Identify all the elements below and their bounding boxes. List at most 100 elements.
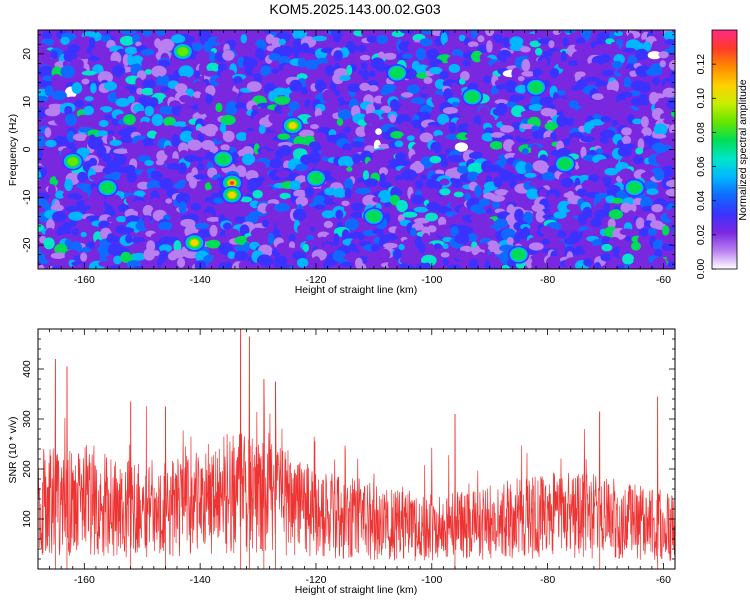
- heatmap-blob: [289, 180, 302, 191]
- y-tick-label: 10: [21, 96, 33, 108]
- heatmap-blob: [178, 65, 194, 78]
- heatmap-blob: [444, 41, 461, 48]
- heatmap-blob: [141, 58, 153, 69]
- heatmap-blob: [246, 235, 258, 244]
- heatmap-blob: [387, 261, 395, 269]
- heatmap-blob: [179, 106, 195, 119]
- heatmap-blob: [476, 251, 486, 264]
- heatmap-blob: [282, 64, 291, 76]
- heatmap-blob: [205, 239, 222, 249]
- heatmap-blob: [115, 87, 131, 101]
- heatmap-blob: [260, 133, 273, 141]
- heatmap-blob: [420, 88, 435, 95]
- heatmap-blob: [131, 237, 145, 244]
- heatmap-blob: [439, 70, 450, 80]
- x-tick-label: -160: [74, 274, 95, 286]
- heatmap-blob: [670, 224, 675, 231]
- heatmap-blob: [643, 244, 650, 257]
- heatmap-blob: [327, 99, 340, 107]
- heatmap-blob: [190, 202, 202, 211]
- heatmap-blob: [519, 133, 536, 140]
- heatmap-blob: [506, 237, 514, 246]
- heatmap-blob: [288, 265, 295, 269]
- heatmap-blob: [206, 62, 220, 73]
- heatmap-blob: [610, 44, 620, 50]
- heatmap-blob: [633, 155, 644, 165]
- heatmap-blob: [140, 170, 149, 183]
- heatmap-blob: [658, 51, 669, 59]
- heatmap-blob: [530, 144, 540, 157]
- heatmap-blob: [521, 148, 529, 155]
- heatmap-blob: [666, 132, 675, 146]
- heatmap-blob: [423, 262, 431, 269]
- heatmap-blob: [672, 142, 675, 151]
- heatmap-hotspot: [627, 181, 642, 194]
- heatmap-blob: [440, 32, 448, 46]
- heatmap-blob: [288, 241, 296, 250]
- heatmap-blob: [332, 250, 346, 262]
- heatmap-blob: [77, 114, 91, 125]
- heatmap-blob: [631, 131, 644, 140]
- heatmap-blob: [43, 237, 55, 250]
- heatmap-blob: [266, 140, 281, 150]
- heatmap-blob: [222, 204, 237, 212]
- heatmap-blob: [333, 50, 343, 62]
- heatmap-blob: [335, 209, 344, 220]
- heatmap-blob: [572, 91, 585, 102]
- spectrogram-xlabel: Height of straight line (km): [295, 284, 418, 296]
- heatmap-blob: [671, 110, 675, 118]
- heatmap-blob: [622, 47, 636, 53]
- heatmap-blob: [253, 30, 265, 35]
- heatmap-blob: [661, 67, 669, 76]
- heatmap-blob: [585, 197, 594, 204]
- heatmap-blob: [504, 80, 517, 93]
- heatmap-blob: [193, 91, 202, 99]
- heatmap-blob: [284, 247, 296, 253]
- heatmap-blob: [365, 136, 373, 148]
- heatmap-blob: [109, 139, 122, 146]
- heatmap-blob: [346, 30, 356, 43]
- heatmap-blob: [97, 94, 110, 101]
- heatmap-blob: [60, 36, 70, 46]
- heatmap-blob: [105, 194, 122, 206]
- heatmap-blob: [269, 125, 284, 131]
- heatmap-blob: [478, 198, 491, 207]
- heatmap-blob: [425, 212, 438, 222]
- heatmap-blob: [407, 84, 420, 95]
- heatmap-blob: [161, 206, 174, 213]
- heatmap-blob: [179, 95, 192, 103]
- heatmap-blob: [467, 41, 479, 48]
- heatmap-blob: [154, 172, 163, 182]
- heatmap-blob: [534, 30, 550, 39]
- colorbar-tick-label: 0.00: [695, 259, 707, 280]
- heatmap-blob: [118, 177, 126, 189]
- heatmap-blob: [94, 109, 105, 119]
- heatmap-blob: [500, 125, 515, 133]
- heatmap-blob: [635, 217, 645, 230]
- heatmap-blob: [64, 178, 73, 192]
- heatmap-blob: [252, 189, 263, 199]
- heatmap-blob: [521, 59, 531, 72]
- heatmap-blob: [220, 114, 236, 126]
- heatmap-blob: [418, 242, 426, 254]
- heatmap-blob: [608, 109, 623, 119]
- heatmap-blob: [119, 35, 135, 46]
- heatmap-blob: [524, 172, 537, 178]
- colorbar-tick-label: 0.06: [695, 156, 707, 177]
- heatmap-blob: [132, 252, 147, 261]
- heatmap-blob: [440, 252, 450, 258]
- heatmap-blob: [666, 179, 675, 188]
- heatmap-blob: [350, 141, 365, 148]
- heatmap-blob: [637, 235, 645, 246]
- heatmap-blob: [295, 196, 308, 207]
- heatmap-blob: [224, 261, 233, 269]
- heatmap-blob: [652, 77, 661, 86]
- heatmap-blob: [55, 190, 66, 199]
- heatmap-blob: [600, 116, 612, 123]
- heatmap-blob: [563, 30, 577, 34]
- heatmap-blob: [355, 74, 364, 87]
- heatmap-blob: [178, 75, 189, 82]
- heatmap-blob: [203, 40, 213, 53]
- heatmap-blob: [51, 90, 67, 101]
- colorbar-tick-label: 0.10: [695, 88, 707, 109]
